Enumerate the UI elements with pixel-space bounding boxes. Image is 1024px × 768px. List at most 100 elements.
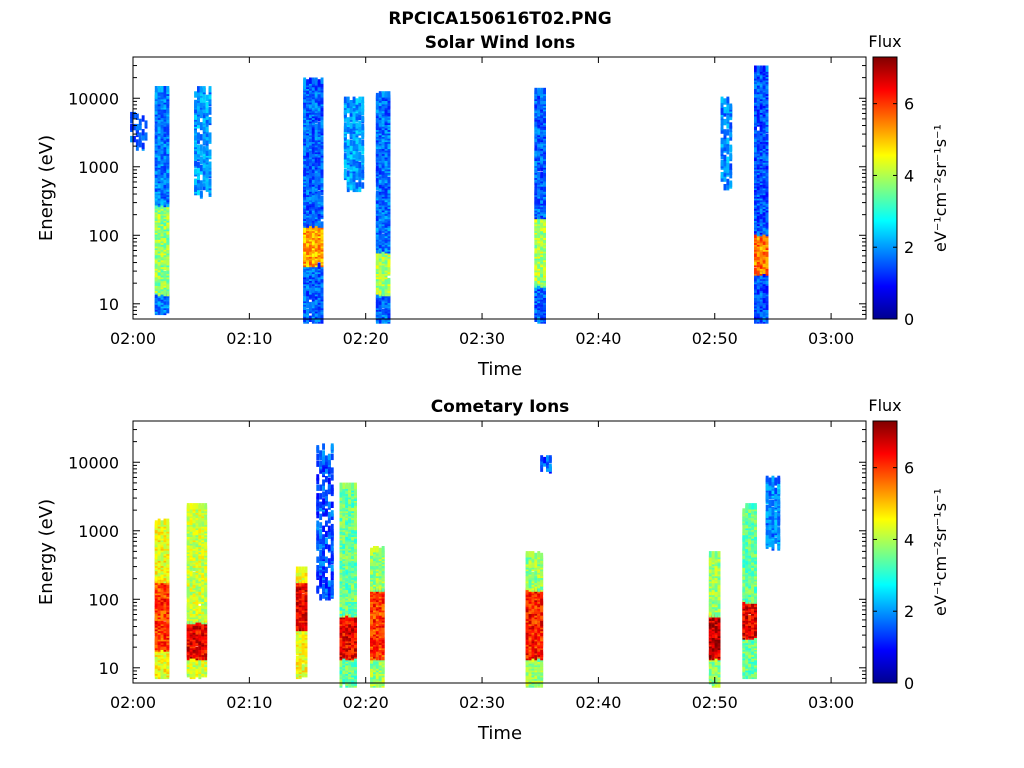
x-tick-label: 02:50 [692,329,738,348]
heatmap-cell [381,248,385,256]
heatmap-cell [198,653,202,661]
heatmap-cell [378,146,382,153]
heatmap-cell [330,547,334,555]
heatmap-cell [765,86,769,93]
heatmap-cell [197,122,200,129]
heatmap-cell [320,163,324,170]
heatmap-cell [160,308,164,316]
heatmap-cell [197,117,200,124]
heatmap-cell [319,467,323,474]
heatmap-cell [195,561,199,568]
heatmap-cell [349,144,353,151]
heatmap-cell [166,128,170,136]
heatmap-cell [194,168,197,175]
heatmap-cell [375,180,379,187]
heatmap-cell [198,580,202,587]
heatmap-cell [355,137,359,145]
heatmap-cell [726,129,730,136]
heatmap-cell [378,176,382,184]
heatmap-cell [163,176,167,184]
heatmap-cell [186,576,190,584]
heatmap-cell [384,295,388,302]
heatmap-cell [762,96,766,103]
heatmap-cell [311,135,315,143]
heatmap-cell [160,665,164,673]
heatmap-cell [205,117,209,124]
heatmap-cell [192,669,196,676]
heatmap-cell [361,166,365,174]
heatmap-cell [303,96,307,103]
heatmap-cell [195,503,199,510]
heatmap-cell [304,575,308,582]
heatmap-cell [330,487,334,495]
heatmap-cell [537,190,541,197]
heatmap-cell [361,105,365,112]
heatmap-cell [197,147,200,155]
heatmap-cell [543,180,546,187]
heatmap-cell [375,130,379,137]
heatmap-cell [301,664,305,671]
heatmap-cell [198,532,202,539]
heatmap-cell [320,122,324,129]
heatmap-cell [202,152,206,160]
heatmap-cells [130,65,769,324]
heatmap-cell [311,214,315,221]
heatmap-cell [295,585,299,592]
heatmap-cell [306,137,309,144]
heatmap-cell [375,308,379,316]
heatmap-cell [194,134,197,141]
heatmap-cell [543,152,546,160]
heatmap-cell [154,128,158,136]
heatmap-cell [381,272,385,280]
heatmap-cell [303,313,307,321]
heatmap-cell [163,236,167,244]
heatmap-cell [311,271,315,278]
heatmap-cell [163,257,167,264]
heatmap-cell [317,190,321,197]
heatmap-cell [381,98,385,105]
heatmap-cell [381,197,385,204]
heatmap-cell [198,588,202,596]
heatmap-cell [322,553,325,560]
heatmap-cell [327,453,331,461]
heatmap-cell [543,211,546,218]
heatmap-cell [138,137,142,144]
heatmap-cell [346,117,350,124]
heatmap-cell [160,559,164,567]
heatmap-cell [309,142,312,149]
heatmap-cell [759,223,763,230]
heatmap-cell [381,178,385,185]
heatmap-cell [154,91,158,98]
heatmap-cell [534,147,538,155]
heatmap-cell [314,310,318,317]
heatmap-cell [319,513,323,520]
heatmap-cell [330,565,334,572]
heatmap-cell [319,580,323,587]
heatmap-cell [756,171,760,179]
heatmap-cell [319,529,323,536]
heatmap-cell [303,91,307,98]
heatmap-cell [343,158,347,165]
heatmap-cell [306,188,309,196]
heatmap-cell [720,141,724,148]
heatmap-cell [160,602,164,609]
heatmap-cell [387,265,391,273]
heatmap-cell [358,100,362,107]
heatmap-cell [322,525,325,532]
heatmap-cell [314,77,318,84]
heatmap-cell [325,556,328,563]
heatmap-cell [160,182,164,189]
heatmap-cell [295,655,299,662]
heatmap-cell [358,180,362,187]
heatmap-cell [723,106,727,114]
heatmap-cell [157,518,161,525]
heatmap-cell [759,257,763,264]
heatmap-cell [759,235,763,242]
heatmap-cell [163,518,167,525]
heatmap-cell [720,137,724,145]
heatmap-cell [202,96,206,103]
heatmap-cell [311,310,315,317]
heatmap-cell [186,558,190,565]
heatmap-cell [540,94,544,101]
heatmap-cell [160,91,164,98]
